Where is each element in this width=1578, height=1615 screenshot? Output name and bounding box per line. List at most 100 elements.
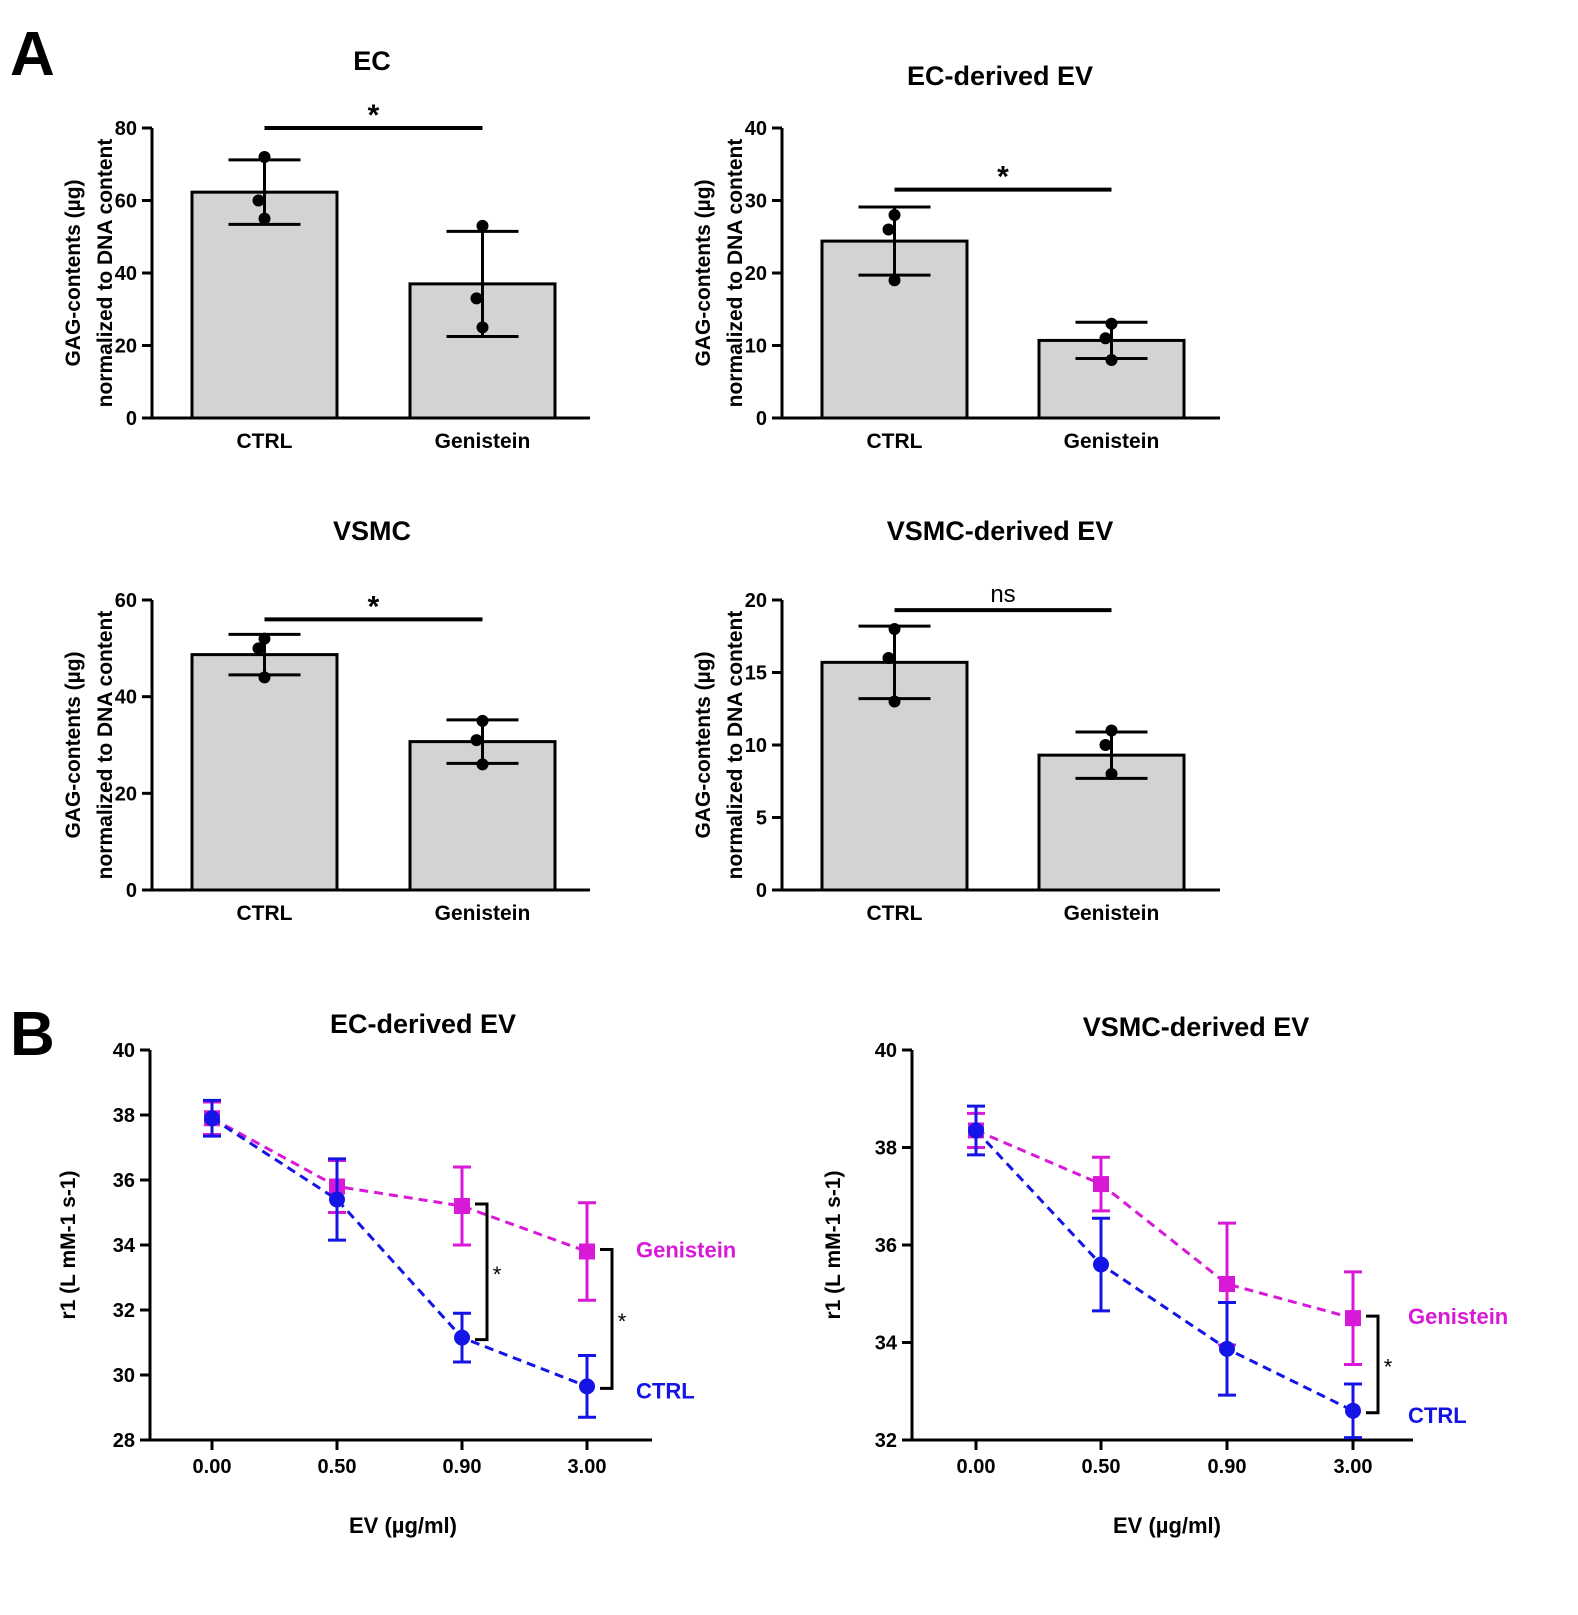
series-ctrl bbox=[967, 1104, 1362, 1440]
x-tick-label: 0.50 bbox=[318, 1456, 357, 1478]
y-axis-label: r1 (L mM-1 s-1) bbox=[57, 1171, 80, 1320]
y-tick-label: 80 bbox=[115, 118, 137, 140]
data-point bbox=[476, 219, 489, 232]
y-axis-label: normalized to DNA content bbox=[94, 611, 117, 880]
data-point bbox=[882, 652, 895, 664]
data-point bbox=[476, 758, 489, 771]
significance-label: * bbox=[493, 1262, 502, 1287]
x-tick-label: CTRL bbox=[867, 430, 923, 453]
chart-title: EC-derived EV bbox=[907, 61, 1093, 91]
data-point bbox=[1219, 1276, 1235, 1292]
y-tick-label: 0 bbox=[126, 880, 137, 902]
data-point bbox=[476, 321, 489, 334]
significance-label: * bbox=[1384, 1354, 1393, 1379]
y-tick-label: 40 bbox=[115, 263, 137, 285]
y-tick-label: 38 bbox=[875, 1138, 897, 1160]
data-point bbox=[968, 1122, 984, 1139]
y-axis-label: normalized to DNA content bbox=[724, 139, 747, 408]
data-point bbox=[1105, 768, 1118, 780]
y-tick-label: 40 bbox=[875, 1040, 897, 1062]
data-point bbox=[1345, 1310, 1361, 1327]
data-point bbox=[579, 1378, 595, 1395]
x-tick-label: 3.00 bbox=[1334, 1456, 1373, 1478]
chart-title: VSMC bbox=[333, 516, 411, 546]
data-point bbox=[882, 223, 895, 236]
line-chart-1: EC-derived EV 28 30 32 34 36 38 40 0.00 0.50 0.90 3… bbox=[57, 1009, 736, 1538]
data-point bbox=[454, 1329, 470, 1346]
significance-bracket bbox=[600, 1248, 614, 1390]
data-point bbox=[1105, 354, 1118, 366]
series-genistein bbox=[967, 1111, 1362, 1366]
series-label: CTRL bbox=[1408, 1403, 1467, 1428]
data-point bbox=[888, 274, 901, 287]
x-tick-label: CTRL bbox=[237, 902, 293, 925]
x-tick-label: 0.00 bbox=[193, 1456, 232, 1478]
x-tick-label: Genistein bbox=[435, 902, 531, 925]
data-point bbox=[888, 623, 901, 635]
y-tick-label: 34 bbox=[875, 1333, 898, 1355]
chart-title: EC bbox=[353, 46, 391, 76]
data-point bbox=[1105, 317, 1118, 330]
series-ctrl bbox=[203, 1098, 596, 1419]
series-line bbox=[975, 1129, 1354, 1320]
x-axis-label: EV (µg/ml) bbox=[1113, 1513, 1221, 1538]
significance-bracket bbox=[475, 1202, 489, 1342]
y-tick-label: 15 bbox=[745, 663, 767, 685]
y-tick-label: 30 bbox=[113, 1365, 135, 1387]
data-point bbox=[470, 734, 483, 747]
bar-chart-2: EC-derived EV 0 10 20 30 40 GAG-contents (µg) n… bbox=[692, 61, 1220, 453]
x-tick-label: 3.00 bbox=[568, 1456, 607, 1478]
y-tick-label: 20 bbox=[115, 783, 137, 805]
y-axis-label: GAG-contents (µg) bbox=[62, 651, 85, 838]
x-tick-label: 0.90 bbox=[443, 1456, 482, 1478]
y-axis-label: normalized to DNA content bbox=[724, 611, 747, 880]
y-tick-label: 5 bbox=[756, 808, 767, 830]
y-tick-label: 0 bbox=[756, 880, 767, 902]
y-tick-label: 0 bbox=[126, 408, 137, 430]
bar-chart-1: EC 0 20 40 60 80 GAG-contents (µg) normalized t… bbox=[62, 46, 590, 453]
data-point bbox=[258, 632, 271, 645]
x-tick-label: 0.50 bbox=[1082, 1456, 1121, 1478]
series-line bbox=[211, 1116, 588, 1388]
y-tick-label: 40 bbox=[745, 118, 767, 140]
y-axis-label: r1 (L mM-1 s-1) bbox=[822, 1171, 845, 1320]
y-tick-label: 40 bbox=[115, 687, 137, 709]
x-tick-label: CTRL bbox=[237, 430, 293, 453]
y-axis-label: GAG-contents (µg) bbox=[62, 179, 85, 366]
data-point bbox=[252, 642, 265, 655]
y-tick-label: 20 bbox=[745, 590, 767, 612]
data-point bbox=[258, 212, 271, 225]
series-label: Genistein bbox=[636, 1238, 736, 1263]
y-tick-label: 10 bbox=[745, 336, 767, 358]
data-point bbox=[329, 1191, 345, 1208]
significance-bracket bbox=[1366, 1314, 1380, 1415]
y-tick-label: 28 bbox=[113, 1430, 135, 1452]
data-point bbox=[258, 151, 271, 163]
line-chart-2: VSMC-derived EV 32 34 36 38 40 0.00 0.50 0.90 3.0… bbox=[822, 1012, 1508, 1538]
significance-label: ns bbox=[990, 581, 1015, 608]
series-label: Genistein bbox=[1408, 1304, 1508, 1329]
y-tick-label: 38 bbox=[113, 1105, 135, 1127]
significance-label: * bbox=[618, 1309, 627, 1334]
y-axis-label: normalized to DNA content bbox=[94, 139, 117, 408]
y-tick-label: 60 bbox=[115, 191, 137, 213]
y-tick-label: 20 bbox=[745, 263, 767, 285]
x-tick-label: Genistein bbox=[1064, 430, 1160, 453]
chart-title: VSMC-derived EV bbox=[1083, 1012, 1310, 1042]
y-axis-label: GAG-contents (µg) bbox=[692, 651, 715, 838]
data-point bbox=[454, 1198, 470, 1214]
data-point bbox=[579, 1243, 595, 1260]
x-tick-label: 0.00 bbox=[957, 1456, 996, 1478]
data-point bbox=[1093, 1256, 1109, 1273]
data-point bbox=[258, 671, 271, 684]
chart-title: VSMC-derived EV bbox=[887, 516, 1114, 546]
y-tick-label: 32 bbox=[875, 1430, 897, 1452]
y-tick-label: 0 bbox=[756, 408, 767, 430]
data-point bbox=[1105, 724, 1118, 737]
data-point bbox=[888, 695, 901, 708]
data-point bbox=[1345, 1402, 1361, 1419]
y-tick-label: 30 bbox=[745, 191, 767, 213]
bar-ctrl bbox=[190, 653, 339, 892]
significance-label: * bbox=[368, 590, 380, 623]
